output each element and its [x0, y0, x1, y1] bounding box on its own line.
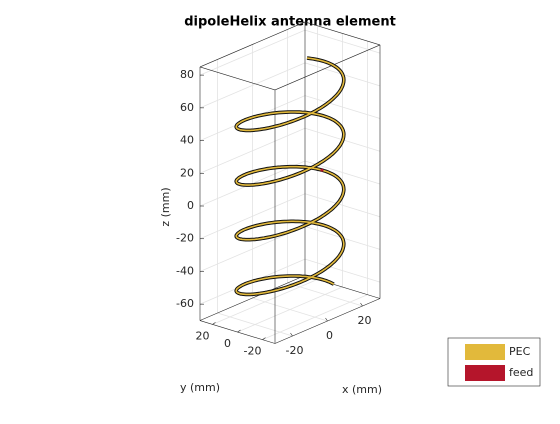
z-tick-label: 40	[180, 134, 194, 147]
z-tick-label: 20	[180, 166, 194, 179]
y-axis-label: y (mm)	[180, 381, 220, 394]
z-tick-label: -60	[176, 297, 194, 310]
z-tick-label: 60	[180, 101, 194, 114]
x-tick-label: 0	[326, 329, 333, 342]
x-axis-label: x (mm)	[342, 383, 382, 396]
legend-swatch	[465, 365, 505, 381]
grid-line	[237, 286, 343, 333]
axis-box-edge	[274, 44, 381, 91]
tick-mark	[212, 322, 216, 325]
tick-mark	[325, 317, 328, 322]
x-tick-label: -20	[286, 344, 304, 357]
tick-mark	[290, 332, 293, 337]
z-tick-label: -20	[176, 232, 194, 245]
grid-line	[212, 278, 318, 325]
z-axis-label: z (mm)	[159, 187, 172, 226]
tick-mark	[262, 337, 266, 340]
legend-label: feed	[509, 366, 533, 379]
z-tick-label: -40	[176, 264, 194, 277]
legend-swatch	[465, 344, 505, 360]
y-tick-label: 0	[224, 337, 231, 350]
tick-mark	[237, 329, 241, 333]
y-tick-label: 20	[196, 329, 210, 342]
z-tick-label: 80	[180, 68, 194, 81]
axis-box-edge	[199, 21, 306, 68]
tick-mark	[360, 302, 363, 307]
legend-label: PEC	[509, 345, 531, 358]
feed-point	[320, 168, 324, 172]
axis-box-edge	[199, 66, 276, 91]
grid-line	[262, 294, 368, 341]
chart-title: dipoleHelix antenna element	[184, 15, 396, 30]
x-tick-label: 20	[358, 314, 372, 327]
axis-box-edge	[304, 21, 381, 46]
axis-box-edge	[199, 275, 306, 321]
y-tick-label: -20	[244, 345, 262, 358]
z-tick-label: 0	[187, 199, 194, 212]
